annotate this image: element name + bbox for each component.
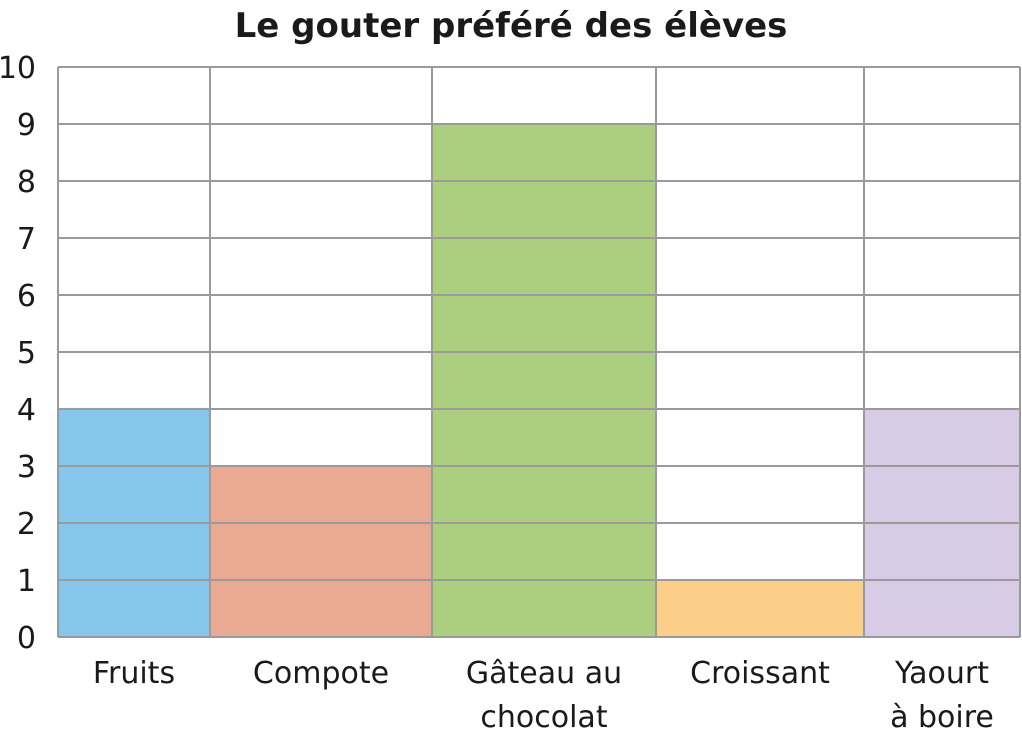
x-category-label: Gâteau au chocolat — [466, 656, 622, 734]
y-tick-label: 6 — [17, 279, 36, 314]
x-category-label: Yaourt à boire — [890, 656, 994, 734]
x-category-label: Fruits — [93, 656, 175, 691]
x-category-label: Compote — [253, 656, 389, 691]
x-category-label: Croissant — [690, 656, 830, 691]
y-tick-label: 1 — [17, 564, 36, 599]
y-tick-label: 3 — [17, 450, 36, 485]
bar-3 — [656, 580, 864, 637]
chart-title: Le gouter préféré des élèves — [234, 6, 788, 46]
y-tick-label: 0 — [17, 621, 36, 656]
y-tick-label: 10 — [0, 51, 36, 86]
bars — [58, 124, 1020, 637]
y-tick-label: 7 — [17, 222, 36, 257]
plot-frame — [57, 66, 1021, 638]
y-tick-label: 4 — [17, 393, 36, 428]
bar-2 — [432, 124, 656, 637]
bar-1 — [210, 466, 432, 637]
y-tick-label: 8 — [17, 165, 36, 200]
y-axis-ticks: 0 1 2 3 4 5 6 7 8 9 10 — [0, 51, 36, 656]
y-tick-label: 2 — [17, 507, 36, 542]
y-tick-label: 5 — [17, 336, 36, 371]
x-axis-labels: Fruits Compote Gâteau au chocolat Croissant Y… — [93, 656, 994, 734]
y-tick-label: 9 — [17, 108, 36, 143]
